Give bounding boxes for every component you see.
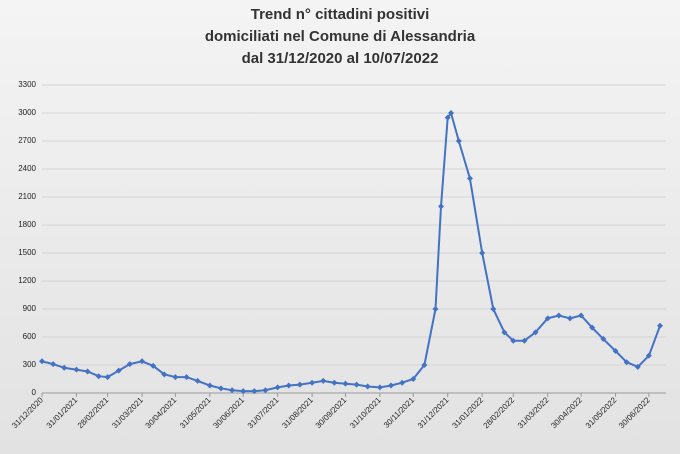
point-marker xyxy=(172,374,179,381)
point-marker xyxy=(566,315,573,322)
point-marker xyxy=(532,329,539,336)
point-marker xyxy=(388,382,395,389)
point-marker xyxy=(364,383,371,390)
point-marker xyxy=(95,373,102,380)
point-marker xyxy=(39,358,45,365)
point-marker xyxy=(285,382,292,389)
y-tick-label: 600 xyxy=(23,332,37,341)
y-tick-label: 0 xyxy=(32,388,37,397)
point-marker xyxy=(296,381,303,388)
chart-title: Trend n° cittadini positivi xyxy=(251,6,430,23)
point-marker xyxy=(455,138,462,144)
point-marker xyxy=(501,329,508,336)
point-marker xyxy=(490,306,497,312)
point-marker xyxy=(544,315,551,322)
point-marker xyxy=(73,366,80,373)
point-marker xyxy=(410,376,417,382)
chart-title: dal 31/12/2020 al 10/07/2022 xyxy=(242,50,439,67)
point-marker xyxy=(309,379,316,386)
point-marker xyxy=(645,352,652,359)
chart-title: domiciliati nel Comune di Alessandria xyxy=(205,28,476,45)
point-marker xyxy=(150,362,157,369)
point-marker xyxy=(555,312,562,319)
point-marker xyxy=(217,385,224,392)
point-marker xyxy=(578,312,585,319)
point-marker xyxy=(612,348,619,354)
point-marker xyxy=(448,110,455,116)
point-marker xyxy=(126,361,133,368)
point-marker xyxy=(274,384,281,391)
y-tick-label: 1800 xyxy=(18,220,36,229)
point-marker xyxy=(479,250,486,256)
y-tick-label: 2700 xyxy=(18,136,36,145)
point-marker xyxy=(657,322,663,329)
point-marker xyxy=(262,387,269,394)
point-marker xyxy=(623,359,630,366)
point-marker xyxy=(84,368,91,375)
point-marker xyxy=(320,377,327,384)
point-marker xyxy=(634,363,641,370)
point-marker xyxy=(521,337,528,344)
point-marker xyxy=(206,382,213,389)
point-marker xyxy=(251,388,258,395)
y-tick-label: 1500 xyxy=(18,248,36,257)
point-marker xyxy=(466,175,473,182)
series-line xyxy=(41,110,661,393)
point-marker xyxy=(115,367,122,374)
point-marker xyxy=(444,114,451,121)
y-tick-label: 300 xyxy=(23,360,37,369)
y-tick-label: 2400 xyxy=(18,164,36,173)
point-marker xyxy=(240,388,247,395)
point-marker xyxy=(421,362,428,368)
point-marker xyxy=(600,335,607,342)
point-marker xyxy=(161,371,168,378)
point-marker xyxy=(353,381,360,388)
point-marker xyxy=(589,324,596,331)
y-tick-label: 3000 xyxy=(18,108,36,117)
point-marker xyxy=(432,306,439,312)
y-tick-label: 900 xyxy=(23,304,37,313)
point-marker xyxy=(50,361,57,368)
point-marker xyxy=(183,374,190,381)
point-marker xyxy=(229,387,236,394)
point-marker xyxy=(139,358,146,365)
point-marker xyxy=(194,377,201,384)
point-marker xyxy=(376,384,383,391)
y-tick-label: 3300 xyxy=(18,80,36,89)
point-marker xyxy=(342,380,349,387)
point-marker xyxy=(438,203,445,210)
point-marker xyxy=(510,337,517,344)
y-tick-label: 1200 xyxy=(18,276,36,285)
y-tick-label: 2100 xyxy=(18,192,36,201)
point-marker xyxy=(61,364,68,371)
point-marker xyxy=(104,374,111,381)
point-marker xyxy=(399,379,406,386)
point-marker xyxy=(331,379,338,386)
